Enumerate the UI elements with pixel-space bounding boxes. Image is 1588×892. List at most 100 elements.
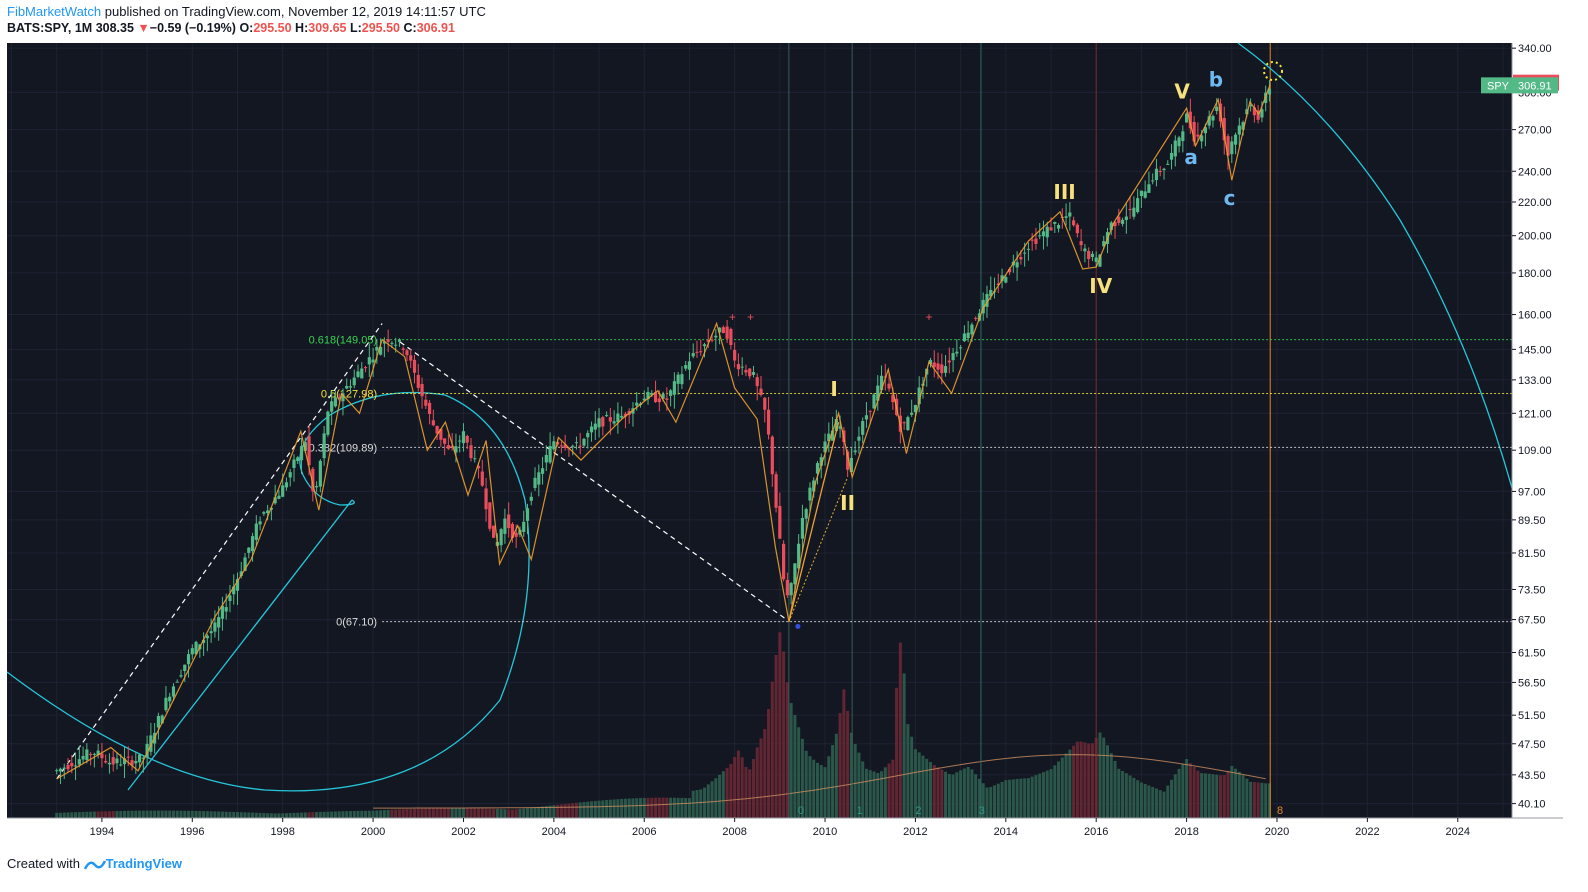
volume-bar <box>842 689 846 818</box>
volume-bar <box>401 809 405 818</box>
volume-bar <box>1121 771 1125 818</box>
volume-bar <box>217 811 221 818</box>
volume-bar <box>1087 743 1091 818</box>
candle-body <box>733 349 737 361</box>
candle-body <box>1128 209 1132 211</box>
volume-bar <box>446 808 450 818</box>
volume-bar <box>1136 780 1140 818</box>
volume-bar <box>183 810 187 818</box>
candle-body <box>966 332 970 339</box>
volume-bar <box>62 812 66 818</box>
volume-bar <box>318 811 322 818</box>
candle-body <box>548 446 552 463</box>
volume-bar <box>473 808 477 818</box>
volume-bar <box>209 811 213 818</box>
candle-body <box>808 487 812 501</box>
volume-bar <box>326 811 330 818</box>
candle-body <box>258 521 262 525</box>
candle-body <box>782 543 786 580</box>
volume-bar <box>883 767 887 818</box>
symbol-price-tag <box>1481 77 1558 94</box>
candle-body <box>691 353 695 357</box>
x-tick-label: 1996 <box>180 826 204 838</box>
candle-body <box>1192 121 1196 142</box>
volume-bar <box>687 798 691 818</box>
low-value: 295.50 <box>361 21 401 35</box>
volume-bar <box>684 798 688 818</box>
volume-bar <box>1117 768 1121 818</box>
volume-bar <box>480 808 484 818</box>
candle-body <box>1245 109 1249 115</box>
volume-bar <box>439 808 443 818</box>
candle-body <box>612 421 616 424</box>
volume-bar <box>443 808 447 818</box>
candle-body <box>620 415 624 418</box>
candle-body <box>92 753 96 755</box>
wave-label: IV <box>1089 274 1112 298</box>
candle-body <box>390 342 394 344</box>
volume-bar <box>635 798 639 818</box>
y-tick-label: 89.50 <box>1518 515 1546 527</box>
volume-bar <box>300 812 304 818</box>
tradingview-brand[interactable]: TradingView <box>105 856 182 871</box>
candle-body <box>492 525 496 538</box>
candle-body <box>356 371 360 377</box>
volume-bar <box>661 797 665 818</box>
candle-body <box>1019 257 1023 260</box>
candle-body <box>1030 239 1034 241</box>
candle-body <box>1233 134 1238 145</box>
y-tick-label: 240.00 <box>1518 166 1552 178</box>
x-tick-label: 1994 <box>90 826 114 838</box>
volume-bar <box>104 811 108 818</box>
fib-level-label: 0(67.10) <box>336 617 377 629</box>
author-link[interactable]: FibMarketWatch <box>7 4 102 19</box>
candle-body <box>759 388 763 395</box>
volume-bar <box>1222 775 1226 818</box>
candle-body <box>431 420 435 426</box>
volume-bar <box>1252 782 1256 818</box>
volume-bar <box>360 810 364 818</box>
candle-body <box>179 675 183 677</box>
candle-body <box>736 364 741 370</box>
candle-body <box>1102 241 1106 247</box>
candle-body <box>111 757 115 765</box>
volume-bar <box>1162 791 1166 818</box>
candle-body <box>70 762 74 767</box>
cycle-number-label: 0 <box>798 805 804 817</box>
volume-bar <box>1109 753 1113 818</box>
close-value: 306.91 <box>416 21 455 35</box>
down-arrow-icon: ▼ <box>137 21 150 35</box>
y-tick-label: 67.50 <box>1518 615 1546 627</box>
candle-body <box>96 750 100 756</box>
candle-body <box>379 346 383 355</box>
candle-body <box>345 385 349 389</box>
high-label: H: <box>295 21 309 35</box>
ohlc-legend: BATS:SPY, 1M 308.35 ▼−0.59 (−0.19%) O:29… <box>7 21 455 35</box>
volume-bar <box>623 798 627 818</box>
candle-body <box>314 486 319 488</box>
candle-body <box>872 394 876 409</box>
volume-bar <box>1060 757 1064 818</box>
candle-body <box>1147 184 1151 193</box>
volume-bar <box>733 756 737 818</box>
volume-bar <box>1196 770 1200 818</box>
candle-body <box>326 411 330 435</box>
volume-bar <box>371 810 375 818</box>
time-axis[interactable]: 1994 1996 1998 2000 2002 2004 2006 2008 2010 2012… <box>7 817 1563 845</box>
volume-bar <box>834 733 838 818</box>
candle-body <box>333 397 338 407</box>
candle-body <box>1098 254 1102 267</box>
price-axis[interactable]: 340.00300.00270.00240.00220.00200.00180.… <box>1511 43 1563 818</box>
candle-body <box>371 359 375 363</box>
candle-body <box>164 697 168 711</box>
volume-bar <box>552 805 556 818</box>
candle-body <box>507 514 511 529</box>
candle-body <box>352 377 356 386</box>
open-value: 295.50 <box>253 21 292 35</box>
volume-bar <box>593 800 597 818</box>
volume-bar <box>691 790 695 818</box>
volume-bar <box>1203 773 1207 818</box>
volume-bar <box>220 811 224 818</box>
volume-bar <box>631 798 635 818</box>
